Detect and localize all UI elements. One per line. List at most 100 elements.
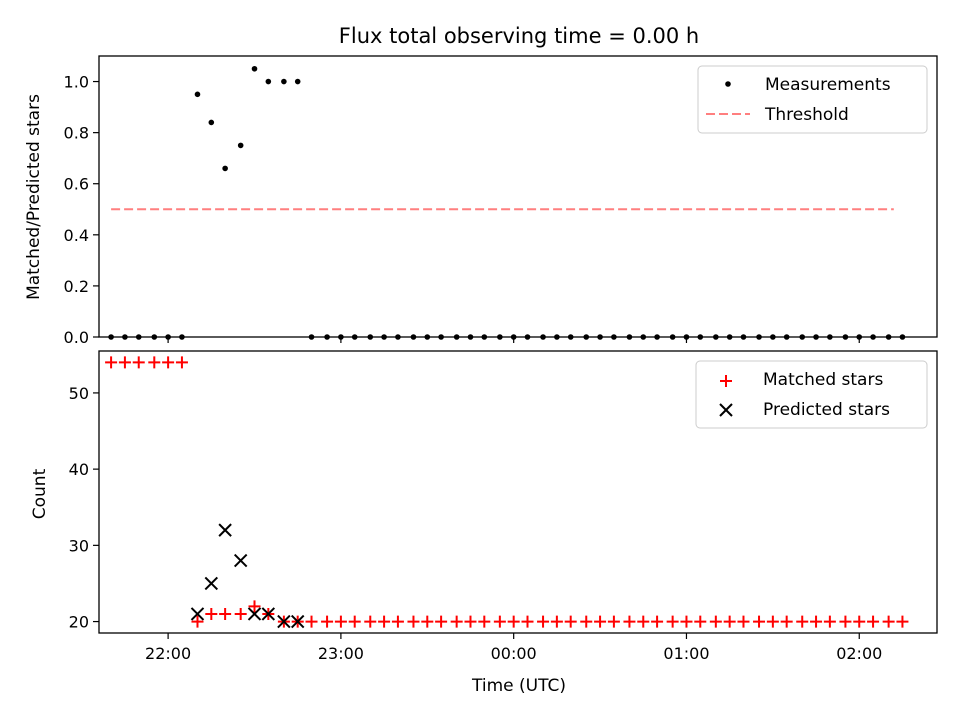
measurement-point	[799, 334, 806, 340]
measurement-point	[424, 334, 431, 340]
measurement-point	[713, 334, 719, 340]
matched-star-point	[882, 615, 895, 628]
predicted-star-point	[247, 607, 262, 621]
measurement-point	[827, 334, 833, 340]
legend-measurements-label: Measurements	[765, 75, 891, 95]
measurement-point	[583, 334, 590, 340]
legend-matched-marker	[720, 375, 732, 387]
measurement-point	[381, 334, 387, 340]
predicted-star-point	[190, 607, 205, 621]
measurement-point	[540, 334, 546, 340]
measurement-point	[654, 334, 660, 340]
measurement-point	[626, 334, 633, 340]
matched-star-point	[348, 615, 361, 628]
measurement-point	[770, 334, 776, 340]
matched-star-point	[823, 615, 836, 628]
ratio-y-ticks: 0.0 0.2 0.4 0.6 0.8 1.0	[64, 73, 99, 347]
measurement-point	[510, 334, 517, 340]
matched-star-point	[853, 615, 866, 628]
ratio-y-tick-label: 0.8	[64, 124, 89, 143]
matched-star-point	[175, 356, 188, 369]
measurement-point	[497, 334, 503, 340]
matched-star-point	[839, 615, 852, 628]
measurement-point	[237, 142, 244, 149]
matched-star-point	[607, 615, 620, 628]
matched-star-point	[305, 615, 318, 628]
ratio-y-tick-label: 0.2	[64, 277, 89, 296]
count-legend: Matched stars Predicted stars	[695, 360, 928, 429]
measurement-point	[395, 334, 401, 340]
measurement-point	[567, 334, 574, 340]
measurement-point	[481, 334, 488, 340]
matched-star-point	[421, 615, 434, 628]
measurement-point	[813, 334, 819, 340]
measurement-point	[640, 334, 647, 340]
matched-star-point	[537, 615, 550, 628]
measurement-point	[899, 334, 906, 340]
matched-star-point	[205, 607, 218, 620]
measurement-point	[324, 334, 330, 340]
measurement-point	[453, 334, 460, 340]
measurement-point	[410, 334, 417, 340]
count-legend-box	[695, 360, 928, 429]
ratio-y-axis-label: Matched/Predicted stars	[24, 94, 44, 300]
measurement-point	[524, 334, 531, 340]
legend-predicted-label: Predicted stars	[763, 400, 890, 420]
matched-star-point	[594, 615, 607, 628]
matched-star-point	[321, 615, 334, 628]
count-y-tick-label: 40	[69, 460, 89, 479]
count-x-ticks: 22:00 23:00 00:00 01:00 02:00	[145, 633, 882, 663]
predicted-star-point	[277, 614, 291, 629]
matched-star-point	[162, 356, 175, 369]
measurement-point	[165, 334, 171, 340]
ratio-y-tick-label: 1.0	[64, 73, 89, 92]
measurement-point	[740, 334, 747, 340]
measurement-point	[554, 334, 560, 340]
predicted-star-point	[233, 553, 248, 568]
matched-star-point	[737, 615, 750, 628]
matched-star-point	[407, 615, 420, 628]
matched-star-point	[666, 615, 679, 628]
matched-star-point	[810, 615, 823, 628]
measurement-point	[151, 334, 158, 340]
measurement-point	[438, 334, 444, 340]
matched-star-point	[105, 356, 118, 369]
ratio-y-tick-label: 0.0	[64, 328, 89, 347]
ratio-marks	[108, 65, 906, 340]
count-y-tick-label: 20	[69, 613, 89, 632]
x-tick-label: 01:00	[663, 644, 709, 663]
measurement-point	[351, 334, 358, 340]
ratio-y-tick-label: 0.6	[64, 175, 89, 194]
predicted-star-point	[261, 607, 276, 621]
measurement-point	[697, 334, 704, 340]
measurement-point	[842, 334, 849, 340]
measurement-point	[208, 119, 215, 126]
measurement-point	[294, 78, 301, 85]
matched-star-point	[796, 615, 809, 628]
x-tick-label: 23:00	[318, 644, 364, 663]
matched-star-point	[450, 615, 463, 628]
matched-star-point	[709, 615, 722, 628]
measurement-point	[856, 334, 863, 340]
measurement-point	[756, 334, 762, 340]
matched-star-point	[507, 615, 520, 628]
legend-matched-label: Matched stars	[763, 370, 883, 390]
measurement-point	[611, 334, 617, 340]
matched-star-point	[623, 615, 636, 628]
predicted-star-point	[204, 576, 219, 591]
matched-star-point	[680, 615, 693, 628]
matched-star-point	[191, 615, 204, 628]
measurement-point	[194, 91, 201, 98]
matched-star-point	[478, 615, 491, 628]
count-panel: 20 30 40 50 22:00 23:00 00:00 01:00 02:00 Count…	[30, 350, 938, 696]
time-x-axis-label: Time (UTC)	[471, 676, 566, 696]
x-tick-label: 00:00	[491, 644, 537, 663]
ratio-panel: 0.0 0.2 0.4 0.6 0.8 1.0 Matched/Predicted sta…	[24, 55, 938, 347]
matched-star-point	[248, 600, 261, 613]
count-y-tick-label: 30	[69, 536, 89, 555]
measurement-point	[281, 78, 287, 85]
matched-star-point	[753, 615, 766, 628]
measurement-point	[308, 334, 315, 340]
predicted-star-point	[290, 614, 305, 629]
matched-star-point	[637, 615, 650, 628]
